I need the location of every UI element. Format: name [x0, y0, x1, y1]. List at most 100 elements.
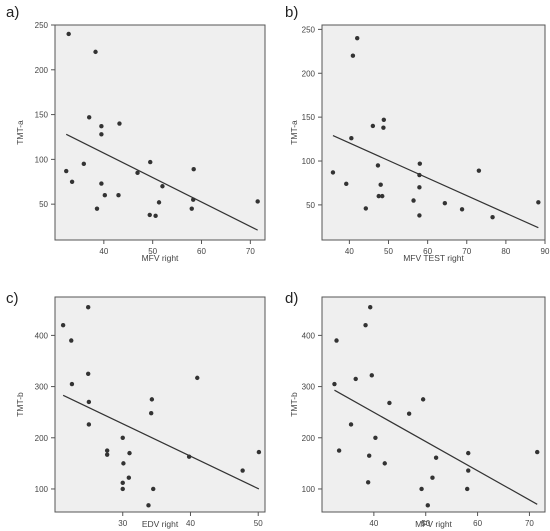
data-point	[430, 475, 435, 480]
y-tick-label: 200	[35, 66, 49, 75]
data-point	[240, 468, 245, 473]
data-point	[120, 435, 125, 440]
data-point	[332, 381, 337, 387]
x-axis-label: EDV right	[142, 519, 179, 529]
data-point	[411, 198, 416, 203]
data-point	[153, 213, 158, 219]
y-tick-label: 200	[302, 434, 316, 443]
data-point	[117, 121, 122, 126]
data-point	[365, 480, 371, 485]
x-tick-label: 90	[541, 247, 550, 256]
data-point	[69, 338, 74, 343]
y-tick-label: 50	[306, 201, 315, 210]
panel-a: a) 40 50 60 70 50 100 150 200 250 MFV right TMT-a	[0, 0, 275, 265]
panel-c: c) 30 40 50 100 200 300 400 EDV right TMT-b	[0, 265, 275, 531]
x-tick-label: 50	[421, 519, 430, 528]
data-point	[191, 197, 196, 202]
chart-c: 30 40 50 100 200 300 400 EDV right TMT-b	[15, 296, 266, 529]
data-point	[536, 200, 541, 205]
x-tick-label: 40	[186, 519, 195, 528]
data-point	[370, 123, 376, 129]
y-axis-label: TMT-b	[15, 392, 25, 417]
data-point	[86, 399, 92, 405]
data-point	[380, 193, 385, 199]
panel-letter-b: b)	[285, 4, 299, 21]
data-point	[189, 206, 194, 211]
data-point	[330, 170, 336, 175]
x-tick-label: 50	[148, 247, 157, 256]
data-point	[425, 503, 430, 508]
x-tick-label: 40	[369, 519, 378, 528]
x-tick-label: 60	[197, 247, 206, 256]
data-point	[127, 450, 132, 456]
data-point	[387, 400, 392, 406]
y-tick-label: 100	[302, 485, 316, 494]
data-point	[126, 475, 132, 480]
data-point	[156, 200, 162, 205]
y-tick-label: 400	[302, 331, 316, 340]
data-point	[255, 199, 260, 204]
data-point	[102, 193, 108, 198]
data-point	[419, 486, 424, 492]
data-point	[378, 182, 383, 187]
x-axis-label: MFV right	[142, 253, 179, 263]
data-point	[135, 170, 140, 176]
y-tick-label: 150	[302, 113, 316, 122]
data-point	[363, 322, 368, 328]
data-point	[99, 181, 104, 186]
data-point	[69, 179, 75, 184]
trend-line	[62, 394, 260, 490]
x-tick-label: 40	[345, 247, 354, 256]
trend-line	[332, 135, 539, 229]
data-point	[256, 449, 262, 455]
x-tick-label: 80	[501, 247, 510, 256]
trend-line	[334, 389, 538, 505]
data-point	[381, 125, 386, 130]
data-point	[353, 376, 358, 382]
data-point	[104, 452, 110, 457]
y-tick-label: 200	[35, 434, 49, 443]
data-point	[94, 206, 100, 211]
x-tick-label: 70	[462, 247, 471, 256]
data-point	[375, 163, 381, 168]
y-tick-label: 250	[302, 25, 316, 34]
data-point	[350, 53, 356, 58]
panel-letter-d: d)	[285, 290, 299, 307]
x-axis-label: MFV TEST right	[403, 253, 464, 263]
x-tick-label: 40	[99, 247, 108, 256]
chart-d: 40 50 60 70 100 200 300 400 MFV right TMT-b	[289, 296, 546, 529]
data-point	[417, 185, 422, 190]
data-point	[186, 454, 192, 459]
data-point	[85, 371, 91, 376]
data-point	[490, 214, 495, 220]
y-tick-label: 100	[35, 155, 49, 164]
data-point	[85, 305, 91, 310]
x-tick-label: 50	[254, 519, 263, 528]
y-tick-label: 150	[35, 111, 49, 120]
data-point	[120, 486, 125, 492]
data-point	[149, 397, 155, 402]
data-point	[459, 207, 465, 212]
data-point	[535, 449, 540, 455]
panel-letter-c: c)	[6, 290, 19, 307]
chart-b: 40 50 60 70 80 90 50 100 150 200 250 MFV TEST right…	[289, 24, 550, 263]
trend-line	[65, 133, 258, 231]
data-point	[466, 468, 471, 473]
y-tick-label: 100	[35, 485, 49, 494]
y-tick-label: 250	[35, 21, 49, 30]
y-tick-label: 50	[39, 200, 48, 209]
data-point	[376, 193, 381, 199]
y-tick-label: 400	[35, 331, 49, 340]
x-tick-label: 50	[384, 247, 393, 256]
plot-area	[54, 24, 266, 241]
y-tick-label: 300	[302, 383, 316, 392]
data-point	[381, 117, 387, 122]
data-point	[81, 161, 87, 167]
y-axis-label: TMT-a	[289, 120, 299, 145]
data-point	[120, 480, 125, 486]
data-point	[382, 461, 387, 466]
x-tick-label: 70	[525, 519, 534, 528]
y-axis-label: TMT-b	[289, 392, 299, 417]
data-point	[195, 375, 200, 381]
y-tick-label: 200	[302, 69, 316, 78]
